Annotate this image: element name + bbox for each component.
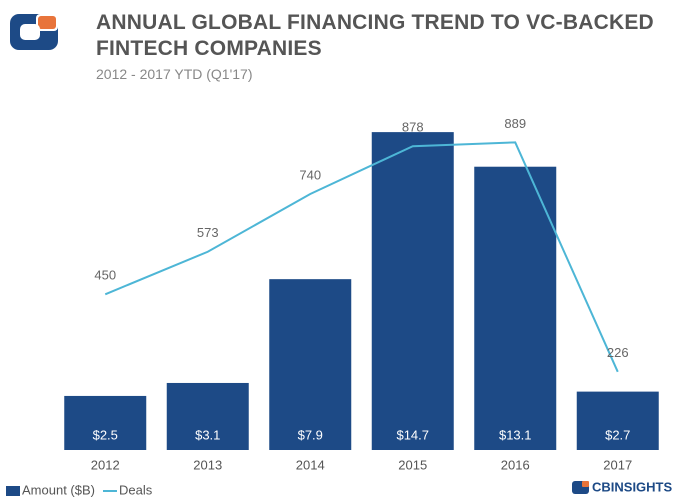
bar-value-label: $3.1 (195, 427, 220, 442)
bar (64, 395, 147, 450)
cb-logo-icon (572, 481, 589, 494)
legend-label: Deals (119, 482, 153, 497)
line-value-label: 740 (299, 167, 321, 182)
bar (166, 382, 249, 450)
chart-subtitle: 2012 - 2017 YTD (Q1'17) (96, 66, 253, 82)
bar-value-label: $2.7 (605, 427, 630, 442)
bar-value-label: $13.1 (499, 427, 532, 442)
legend-swatch (6, 486, 20, 496)
x-tick-label: 2015 (398, 457, 427, 472)
logo-icon (10, 14, 58, 50)
bar (474, 166, 557, 450)
line-value-label: 226 (607, 345, 629, 360)
bar-value-label: $2.5 (93, 427, 118, 442)
bar (371, 132, 454, 451)
bar (576, 391, 659, 450)
bar-value-label: $14.7 (396, 427, 429, 442)
logo-text: CBINSIGHTS (592, 479, 673, 494)
x-tick-label: 2014 (296, 457, 325, 472)
line-value-label: 573 (197, 225, 219, 240)
x-tick-label: 2013 (193, 457, 222, 472)
line-value-label: 889 (504, 116, 526, 131)
x-tick-label: 2016 (501, 457, 530, 472)
chart-title: ANNUAL GLOBAL FINANCING TREND TO VC-BACK… (96, 11, 654, 60)
x-tick-label: 2017 (603, 457, 632, 472)
legend-label: Amount ($B) (22, 482, 95, 497)
x-tick-label: 2012 (91, 457, 120, 472)
deals-line (104, 141, 619, 373)
bar-value-label: $7.9 (298, 427, 323, 442)
line-value-label: 450 (94, 268, 116, 283)
bar (269, 279, 352, 450)
line-value-label: 878 (402, 120, 424, 135)
